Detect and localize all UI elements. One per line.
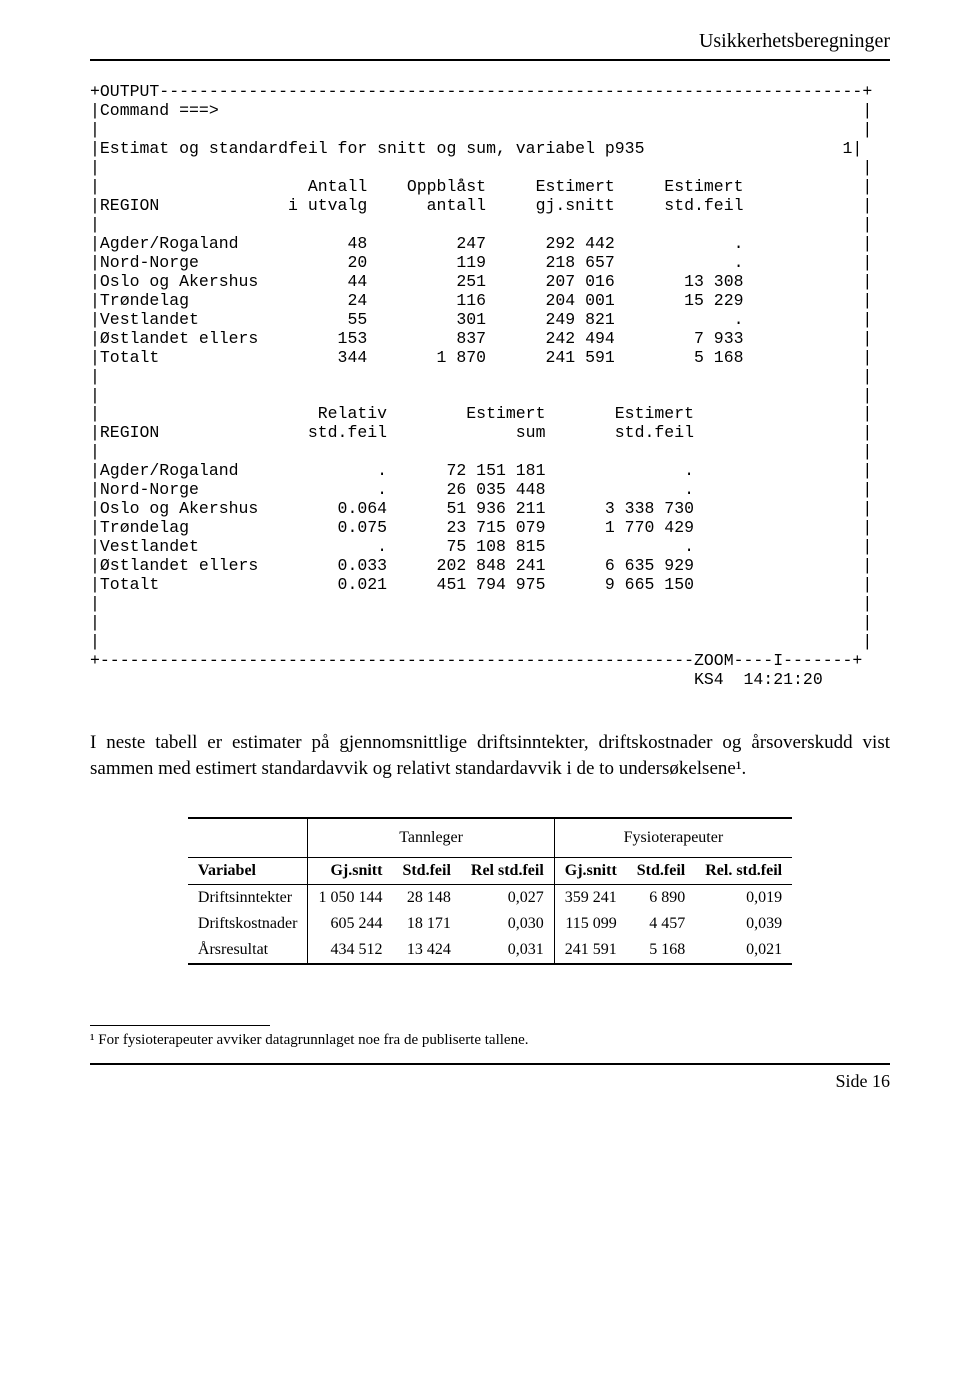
table-cell: 0,027	[461, 885, 554, 912]
table-cell: 28 148	[392, 885, 460, 912]
table-cell: Driftskostnader	[188, 911, 308, 937]
table-cell: 434 512	[308, 937, 393, 964]
bottom-rule	[90, 1063, 890, 1065]
footnote-text: ¹ For fysioterapeuter avviker datagrunnl…	[90, 1032, 890, 1049]
col-g2-gjsnitt: Gj.snitt	[554, 858, 627, 885]
table-cell: 241 591	[554, 937, 627, 964]
table-cell: 0,019	[695, 885, 792, 912]
terminal-output: +OUTPUT---------------------------------…	[90, 83, 890, 690]
table-cell: Årsresultat	[188, 937, 308, 964]
header-rule	[90, 59, 890, 61]
group-tannleger: Tannleger	[308, 818, 554, 858]
col-g1-gjsnitt: Gj.snitt	[308, 858, 393, 885]
group-fysio: Fysioterapeuter	[554, 818, 792, 858]
table-cell: 0,031	[461, 937, 554, 964]
col-g1-stdfeil: Std.feil	[392, 858, 460, 885]
page-number: Side 16	[90, 1071, 890, 1092]
table-cell: Driftsinntekter	[188, 885, 308, 912]
table-row: Driftskostnader605 24418 1710,030115 099…	[188, 911, 792, 937]
table-row: Årsresultat434 51213 4240,031241 5915 16…	[188, 937, 792, 964]
table-row: Driftsinntekter1 050 14428 1480,027359 2…	[188, 885, 792, 912]
table-cell: 5 168	[627, 937, 695, 964]
footnote-rule	[90, 1025, 270, 1026]
table-cell: 605 244	[308, 911, 393, 937]
body-paragraph: I neste tabell er estimater på gjennomsn…	[90, 730, 890, 781]
col-g2-stdfeil: Std.feil	[627, 858, 695, 885]
col-g2-rel: Rel. std.feil	[695, 858, 792, 885]
table-cell: 4 457	[627, 911, 695, 937]
table-cell: 6 890	[627, 885, 695, 912]
table-cell: 115 099	[554, 911, 627, 937]
table-cell: 18 171	[392, 911, 460, 937]
page-header: Usikkerhetsberegninger	[90, 30, 890, 53]
table-cell: 13 424	[392, 937, 460, 964]
col-variabel: Variabel	[188, 858, 308, 885]
col-g1-rel: Rel std.feil	[461, 858, 554, 885]
results-table: Tannleger Fysioterapeuter Variabel Gj.sn…	[188, 817, 792, 965]
table-cell: 0,039	[695, 911, 792, 937]
table-cell: 359 241	[554, 885, 627, 912]
table-cell: 0,021	[695, 937, 792, 964]
table-cell: 0,030	[461, 911, 554, 937]
table-cell: 1 050 144	[308, 885, 393, 912]
